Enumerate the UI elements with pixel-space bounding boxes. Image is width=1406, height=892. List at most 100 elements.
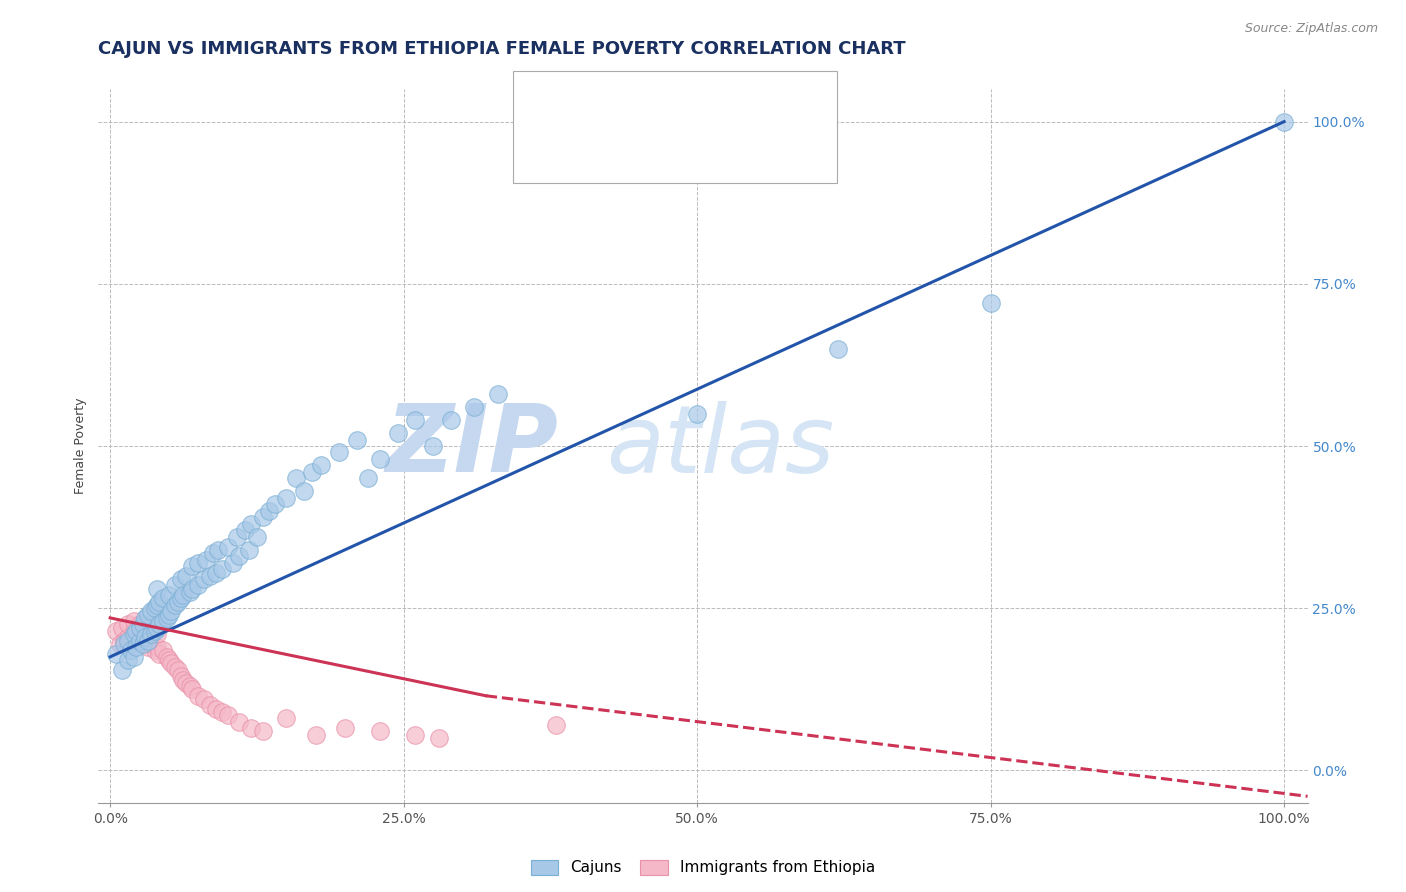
- Point: [143, 601, 166, 615]
- Point: [132, 624, 155, 638]
- Point: [128, 621, 150, 635]
- Point: [157, 607, 180, 622]
- Point: [207, 542, 229, 557]
- Point: [120, 643, 142, 657]
- Point: [193, 692, 215, 706]
- Point: [284, 471, 307, 485]
- Point: [463, 400, 485, 414]
- Point: [128, 633, 150, 648]
- Point: [368, 452, 391, 467]
- Point: [486, 387, 509, 401]
- Point: [111, 663, 134, 677]
- Point: [167, 595, 190, 609]
- Text: atlas: atlas: [606, 401, 835, 491]
- Point: [311, 458, 333, 473]
- Point: [172, 673, 194, 687]
- Point: [163, 598, 186, 612]
- Point: [263, 497, 285, 511]
- Point: [368, 724, 391, 739]
- Point: [152, 614, 174, 628]
- Text: R = -0.372   N = 50: R = -0.372 N = 50: [578, 139, 741, 157]
- Point: [276, 491, 298, 505]
- Point: [217, 708, 239, 723]
- Point: [136, 640, 159, 654]
- Point: [686, 407, 709, 421]
- Point: [132, 637, 155, 651]
- Point: [980, 296, 1002, 310]
- Point: [155, 611, 177, 625]
- Point: [108, 637, 131, 651]
- Point: [125, 640, 148, 654]
- Point: [134, 631, 156, 645]
- Point: [128, 617, 150, 632]
- Point: [240, 721, 263, 735]
- Point: [172, 588, 194, 602]
- Point: [387, 425, 409, 440]
- Point: [122, 614, 145, 628]
- Point: [240, 516, 263, 531]
- Point: [187, 689, 209, 703]
- Point: [179, 585, 201, 599]
- Point: [146, 582, 169, 596]
- Point: [211, 562, 233, 576]
- Point: [233, 524, 256, 538]
- Text: CAJUN VS IMMIGRANTS FROM ETHIOPIA FEMALE POVERTY CORRELATION CHART: CAJUN VS IMMIGRANTS FROM ETHIOPIA FEMALE…: [98, 40, 905, 58]
- Point: [105, 647, 128, 661]
- Point: [157, 588, 180, 602]
- Point: [292, 484, 315, 499]
- Point: [134, 631, 156, 645]
- Point: [148, 617, 170, 632]
- Point: [105, 624, 128, 638]
- Point: [187, 556, 209, 570]
- Point: [146, 627, 169, 641]
- Point: [141, 604, 163, 618]
- Point: [181, 582, 204, 596]
- Point: [148, 647, 170, 661]
- Point: [198, 568, 221, 582]
- Point: [404, 413, 426, 427]
- Point: [160, 657, 183, 671]
- Point: [226, 530, 249, 544]
- Point: [125, 624, 148, 638]
- Point: [163, 578, 186, 592]
- Point: [427, 731, 450, 745]
- Point: [117, 633, 139, 648]
- Point: [195, 552, 218, 566]
- Point: [246, 530, 269, 544]
- Point: [211, 705, 233, 719]
- Point: [163, 659, 186, 673]
- Point: [328, 445, 350, 459]
- Point: [204, 702, 226, 716]
- Point: [422, 439, 444, 453]
- Point: [176, 675, 198, 690]
- Point: [1272, 114, 1295, 128]
- Point: [276, 711, 298, 725]
- Point: [128, 627, 150, 641]
- Point: [198, 698, 221, 713]
- Point: [132, 617, 155, 632]
- Point: [252, 510, 274, 524]
- Point: [193, 572, 215, 586]
- Point: [181, 559, 204, 574]
- Point: [202, 546, 225, 560]
- Point: [252, 724, 274, 739]
- Point: [152, 643, 174, 657]
- Point: [238, 542, 260, 557]
- Point: [257, 504, 280, 518]
- Point: [146, 640, 169, 654]
- Point: [546, 718, 568, 732]
- Text: R =  0.765   N = 82: R = 0.765 N = 82: [578, 95, 740, 113]
- Point: [141, 624, 163, 638]
- Point: [136, 607, 159, 622]
- Point: [155, 649, 177, 664]
- Point: [222, 556, 245, 570]
- Y-axis label: Female Poverty: Female Poverty: [75, 398, 87, 494]
- Point: [122, 649, 145, 664]
- Point: [228, 549, 250, 564]
- Point: [143, 624, 166, 638]
- Point: [117, 653, 139, 667]
- Point: [111, 621, 134, 635]
- Bar: [533, 133, 562, 162]
- Point: [141, 637, 163, 651]
- Point: [120, 637, 142, 651]
